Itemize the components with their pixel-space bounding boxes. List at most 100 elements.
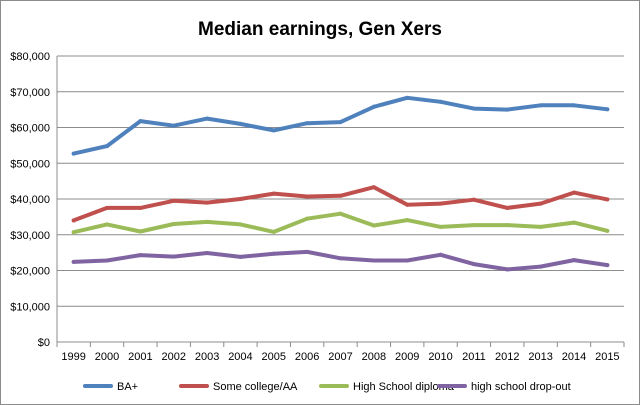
data-point bbox=[105, 258, 110, 263]
data-point bbox=[238, 121, 243, 126]
data-point bbox=[105, 222, 110, 227]
data-point bbox=[538, 224, 543, 229]
data-point bbox=[205, 250, 210, 255]
data-point bbox=[71, 230, 76, 235]
data-point bbox=[138, 229, 143, 234]
data-point bbox=[71, 151, 76, 156]
data-point bbox=[538, 201, 543, 206]
data-point bbox=[505, 107, 510, 112]
data-point bbox=[405, 95, 410, 100]
data-point bbox=[471, 262, 476, 267]
data-point bbox=[105, 205, 110, 210]
y-tick-label: $50,000 bbox=[10, 158, 50, 170]
data-point bbox=[171, 123, 176, 128]
x-tick-label: 2002 bbox=[161, 351, 185, 363]
data-point bbox=[371, 223, 376, 228]
x-tick-label: 2009 bbox=[395, 351, 419, 363]
data-point bbox=[205, 219, 210, 224]
data-point bbox=[338, 256, 343, 261]
data-point bbox=[571, 190, 576, 195]
axes bbox=[56, 56, 625, 347]
series-1 bbox=[71, 185, 610, 223]
x-tick-label: 2014 bbox=[562, 351, 586, 363]
data-point bbox=[571, 258, 576, 263]
y-axis-tick-labels: $0 $10,000 $20,000 $30,000 $40,000 $50,000 $60… bbox=[10, 51, 50, 349]
series-2 bbox=[71, 211, 610, 235]
data-point bbox=[271, 191, 276, 196]
legend-label: BA+ bbox=[117, 381, 138, 393]
x-tick-label: 2008 bbox=[362, 351, 386, 363]
data-point bbox=[371, 185, 376, 190]
data-point bbox=[505, 223, 510, 228]
data-point bbox=[438, 224, 443, 229]
data-point bbox=[71, 218, 76, 223]
data-point bbox=[305, 216, 310, 221]
data-point bbox=[71, 259, 76, 264]
data-point bbox=[238, 254, 243, 259]
data-point bbox=[205, 200, 210, 205]
data-point bbox=[271, 128, 276, 133]
x-tick-label: 2011 bbox=[462, 351, 486, 363]
data-point bbox=[338, 211, 343, 216]
data-point bbox=[171, 198, 176, 203]
series-line bbox=[71, 211, 610, 235]
y-tick-label: $60,000 bbox=[10, 123, 50, 135]
data-point bbox=[338, 193, 343, 198]
data-point bbox=[138, 253, 143, 258]
x-tick-label: 2000 bbox=[95, 351, 119, 363]
x-tick-label: 2013 bbox=[528, 351, 552, 363]
data-point bbox=[138, 205, 143, 210]
x-tick-label: 2015 bbox=[595, 351, 619, 363]
data-point bbox=[571, 220, 576, 225]
legend-label: high school drop-out bbox=[471, 381, 571, 393]
data-point bbox=[271, 251, 276, 256]
data-point bbox=[238, 222, 243, 227]
data-point bbox=[538, 264, 543, 269]
data-point bbox=[605, 197, 610, 202]
x-tick-label: 2007 bbox=[328, 351, 352, 363]
data-point bbox=[271, 229, 276, 234]
series-line bbox=[71, 249, 610, 272]
data-point bbox=[405, 258, 410, 263]
legend-item-2: High School diploma bbox=[319, 381, 455, 393]
data-point bbox=[438, 201, 443, 206]
data-point bbox=[605, 263, 610, 268]
x-tick-label: 2001 bbox=[128, 351, 152, 363]
x-tick-label: 2005 bbox=[262, 351, 286, 363]
legend-item-1: Some college/AA bbox=[179, 381, 298, 393]
data-point bbox=[505, 267, 510, 272]
legend-item-3: high school drop-out bbox=[437, 381, 571, 393]
legend: BA+ Some college/AA High School diploma hig… bbox=[83, 381, 571, 393]
y-tick-label: $80,000 bbox=[10, 51, 50, 63]
data-point bbox=[238, 197, 243, 201]
chart-title: Median earnings, Gen Xers bbox=[198, 19, 442, 40]
data-point bbox=[171, 222, 176, 227]
y-tick-label: $20,000 bbox=[10, 266, 50, 278]
x-tick-label: 2012 bbox=[495, 351, 519, 363]
y-tick-label: $40,000 bbox=[10, 194, 50, 206]
y-tick-label: $30,000 bbox=[10, 230, 50, 242]
data-point bbox=[405, 218, 410, 223]
data-point bbox=[605, 228, 610, 233]
data-point bbox=[205, 116, 210, 121]
y-tick-label: $70,000 bbox=[10, 87, 50, 99]
legend-label: Some college/AA bbox=[213, 381, 298, 393]
y-tick-label: $0 bbox=[38, 337, 50, 349]
data-point bbox=[571, 103, 576, 108]
series-lines bbox=[71, 95, 610, 272]
series-0 bbox=[71, 95, 610, 156]
data-point bbox=[338, 120, 343, 125]
data-point bbox=[505, 205, 510, 210]
x-tick-label: 1999 bbox=[61, 351, 85, 363]
data-point bbox=[471, 223, 476, 228]
data-point bbox=[371, 258, 376, 263]
x-tick-label: 2010 bbox=[428, 351, 452, 363]
series-line bbox=[71, 95, 610, 156]
data-point bbox=[138, 119, 143, 124]
data-point bbox=[605, 107, 610, 112]
gridlines bbox=[57, 55, 624, 307]
data-point bbox=[171, 254, 176, 259]
x-axis-tick-labels: 1999 2000 2001 2002 2003 2004 2005 2006 2007 2008… bbox=[61, 351, 619, 363]
legend-item-0: BA+ bbox=[83, 381, 138, 393]
